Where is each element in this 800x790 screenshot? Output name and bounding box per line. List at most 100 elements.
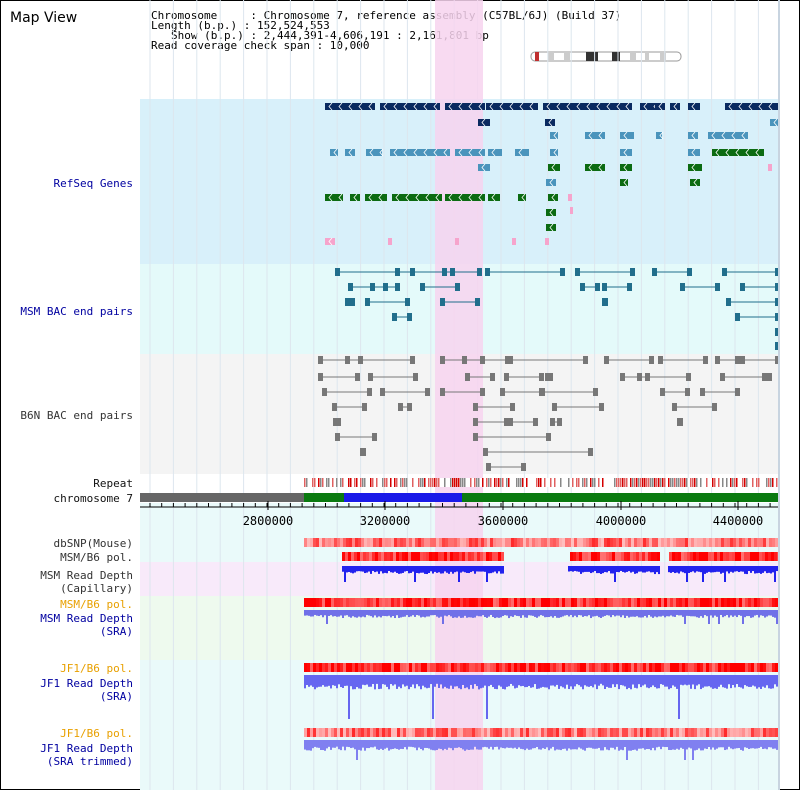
b6n-bac-pair-end — [686, 373, 691, 381]
read-depth-bar — [406, 740, 408, 750]
read-depth-bar — [574, 675, 576, 687]
read-depth-bar — [688, 610, 690, 616]
polymorphism-heat-cell — [724, 728, 727, 737]
track-label-jf1-depth-sra[interactable]: JF1 Read Depth (SRA) — [40, 677, 133, 703]
read-depth-bar — [522, 740, 524, 750]
repeat-element — [636, 478, 638, 487]
read-depth-bar — [382, 610, 384, 616]
repeat-element — [584, 478, 586, 487]
read-depth-bar — [756, 740, 758, 749]
read-depth-bar — [716, 566, 718, 572]
gene-strand-marker — [468, 148, 473, 157]
polymorphism-heat-cell — [618, 552, 621, 561]
gene-strand-marker — [755, 148, 760, 157]
track-label-jf1-depth-trim[interactable]: JF1 Read Depth (SRA trimmed) — [40, 742, 133, 768]
repeat-element — [312, 478, 314, 487]
track-label-b6n-bac[interactable]: B6N BAC end pairs — [20, 409, 133, 422]
read-depth-bar — [708, 740, 710, 748]
read-depth-bar — [626, 610, 628, 616]
polymorphism-heat-cell — [397, 538, 400, 547]
polymorphism-heat-cell — [625, 728, 628, 737]
read-depth-bar — [448, 566, 450, 574]
read-depth-bar — [664, 740, 666, 748]
read-depth-bar — [380, 675, 382, 689]
read-depth-bar — [748, 566, 750, 572]
read-depth-bar — [598, 566, 600, 574]
polymorphism-heat-cell — [754, 598, 757, 607]
repeat-element — [682, 478, 684, 487]
track-label-msm-depth-cap[interactable]: MSM Read Depth (Capillary) — [40, 569, 133, 595]
polymorphism-heat-cell — [439, 728, 442, 737]
read-depth-bar — [480, 610, 482, 617]
polymorphism-heat-cell — [634, 598, 637, 607]
track-label-msm-bac[interactable]: MSM BAC end pairs — [20, 305, 133, 318]
polymorphism-heat-cell — [703, 538, 706, 547]
polymorphism-heat-cell — [403, 538, 406, 547]
msm-bac-pair-end — [442, 268, 447, 276]
read-depth-bar — [614, 566, 616, 582]
track-label-msm-b6-pol-2[interactable]: MSM/B6 pol. — [60, 598, 133, 611]
read-depth-bar — [360, 566, 362, 572]
read-depth-bar — [756, 610, 758, 615]
genome-viewer[interactable]: 2800000 3200000 3600000 4000000 4400000 — [140, 0, 780, 790]
polymorphism-heat-cell — [652, 598, 655, 607]
polymorphism-heat-cell — [459, 552, 462, 561]
repeat-element — [696, 478, 698, 487]
read-depth-bar — [372, 610, 374, 618]
read-depth-bar — [424, 566, 426, 574]
read-depth-bar — [536, 740, 538, 747]
repeat-element — [670, 478, 672, 487]
read-depth-bar — [734, 740, 736, 749]
read-depth-bar — [398, 740, 400, 750]
track-label-msm-depth-sra[interactable]: MSM Read Depth (SRA) — [40, 612, 133, 638]
read-depth-bar — [636, 675, 638, 689]
polymorphism-heat-cell — [469, 728, 472, 737]
read-depth-bar — [510, 740, 512, 748]
chromosome-contig-selected — [344, 493, 462, 502]
polymorphism-heat-cell — [658, 538, 661, 547]
polymorphism-heat-cell — [501, 552, 504, 561]
read-depth-bar — [390, 740, 392, 750]
read-depth-bar — [328, 740, 330, 747]
polymorphism-heat-cell — [430, 663, 433, 672]
read-depth-bar — [718, 566, 720, 572]
read-depth-bar — [454, 566, 456, 573]
track-label-jf1-b6-pol-2[interactable]: JF1/B6 pol. — [60, 727, 133, 740]
polymorphism-heat-cell — [700, 598, 703, 607]
polymorphism-heat-cell — [702, 552, 705, 561]
track-label-msm-b6-pol-1[interactable]: MSM/B6 pol. — [60, 551, 133, 564]
polymorphism-heat-cell — [598, 663, 601, 672]
read-depth-bar — [732, 566, 734, 573]
polymorphism-heat-cell — [727, 663, 730, 672]
read-depth-bar — [432, 566, 434, 574]
read-depth-bar — [472, 675, 474, 689]
polymorphism-heat-cell — [664, 728, 667, 737]
b6n-bac-pair-end — [335, 433, 340, 441]
track-label-dbsnp[interactable]: dbSNP(Mouse) — [53, 537, 133, 550]
read-depth-bar — [630, 740, 632, 751]
polymorphism-heat-cell — [553, 538, 556, 547]
refseq-gene — [325, 103, 375, 110]
refseq-gene — [690, 179, 700, 186]
polymorphism-heat-cell — [319, 728, 322, 737]
track-label-jf1-b6-pol-1[interactable]: JF1/B6 pol. — [60, 662, 133, 675]
polymorphism-heat-cell — [468, 552, 471, 561]
read-depth-bar — [754, 675, 756, 687]
read-depth-bar — [586, 675, 588, 687]
tracks-canvas[interactable] — [140, 0, 780, 790]
read-depth-bar — [754, 610, 756, 616]
read-depth-bar — [352, 740, 354, 748]
read-depth-bar — [344, 740, 346, 751]
read-depth-bar — [368, 675, 370, 687]
polymorphism-heat-cell — [610, 728, 613, 737]
polymorphism-heat-cell — [406, 598, 409, 607]
b6n-bac-pair-end — [473, 418, 478, 426]
polymorphism-heat-cell — [478, 663, 481, 672]
read-depth-bar — [732, 675, 734, 686]
polymorphism-heat-cell — [517, 598, 520, 607]
read-depth-bar — [338, 740, 340, 750]
repeat-element — [644, 478, 646, 487]
repeat-element — [686, 478, 688, 487]
track-label-refseq[interactable]: RefSeq Genes — [53, 177, 133, 190]
gene-strand-marker — [588, 163, 593, 172]
